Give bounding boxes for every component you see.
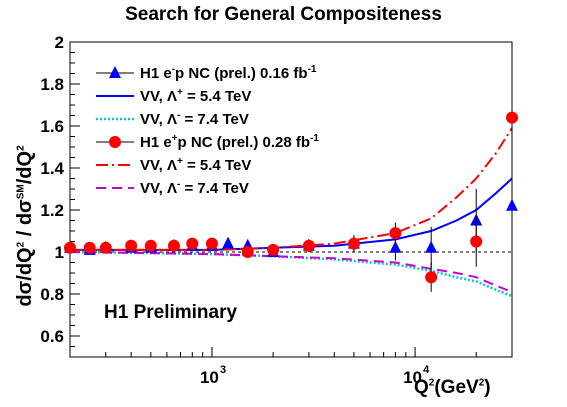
chart-title: Search for General Compositeness xyxy=(125,4,442,25)
data-point-circle xyxy=(470,235,483,248)
y-tick-label: 0.6 xyxy=(40,327,64,346)
data-point-triangle xyxy=(389,240,402,253)
data-point-circle xyxy=(302,239,315,252)
theory-curve-solid xyxy=(70,177,513,251)
theory-curve-dashed xyxy=(69,251,513,293)
y-tick-label: 1 xyxy=(55,243,64,262)
theory-curve-dotted xyxy=(69,250,513,298)
legend-entry-vv-minus-eminus: VV, Λ- = 7.4 TeV xyxy=(140,110,249,128)
data-point-circle xyxy=(506,111,518,124)
x-tick-label: 10 xyxy=(200,368,219,387)
data-point-circle xyxy=(267,243,280,256)
y-axis-label: dσ/dQ2 / dσSM/dQ2 xyxy=(14,145,36,307)
data-point-circle xyxy=(167,239,180,252)
legend-entry-e-plus: H1 e+p NC (prel.) 0.28 fb-1 xyxy=(140,133,319,151)
x-tick-label-exponent: 3 xyxy=(220,364,226,376)
legend-marker-triangle xyxy=(109,66,121,78)
legend-marker-circle xyxy=(109,136,121,148)
x-tick-label: 10 xyxy=(403,368,422,387)
data-point-circle xyxy=(241,246,254,258)
data-point-circle xyxy=(83,241,96,254)
data-point-circle xyxy=(347,237,360,250)
data-point-triangle xyxy=(506,198,518,211)
data-point-circle xyxy=(389,227,402,240)
data-point-circle xyxy=(205,237,218,250)
x-tick-label-exponent: 4 xyxy=(423,364,430,376)
y-tick-label: 2 xyxy=(55,33,64,52)
y-tick-label: 1.6 xyxy=(40,117,64,136)
y-tick-label: 1.2 xyxy=(40,201,64,220)
data-point-circle xyxy=(64,241,76,254)
x-axis-label: Q2(GeV2) xyxy=(414,377,491,398)
data-point-circle xyxy=(99,241,112,254)
legend-entry-vv-plus-eminus: VV, Λ+ = 5.4 TeV xyxy=(140,87,252,105)
data-point-triangle xyxy=(222,236,235,249)
y-tick-label: 1.8 xyxy=(40,75,64,94)
preliminary-annotation: H1 Preliminary xyxy=(104,302,238,323)
data-point-triangle xyxy=(425,240,438,253)
data-point-circle xyxy=(144,239,157,252)
data-point-circle xyxy=(186,237,199,250)
legend-entry-e-minus: H1 e-p NC (prel.) 0.16 fb-1 xyxy=(140,64,317,82)
legend-entry-vv-plus-eplus: VV, Λ+ = 5.4 TeV xyxy=(140,156,252,174)
legend-entry-vv-minus-eplus: VV, Λ- = 7.4 TeV xyxy=(140,179,249,197)
data-point-circle xyxy=(125,239,138,252)
y-tick-label: 0.8 xyxy=(40,285,64,304)
y-tick-label: 1.4 xyxy=(40,159,64,178)
data-point-circle xyxy=(425,271,438,284)
